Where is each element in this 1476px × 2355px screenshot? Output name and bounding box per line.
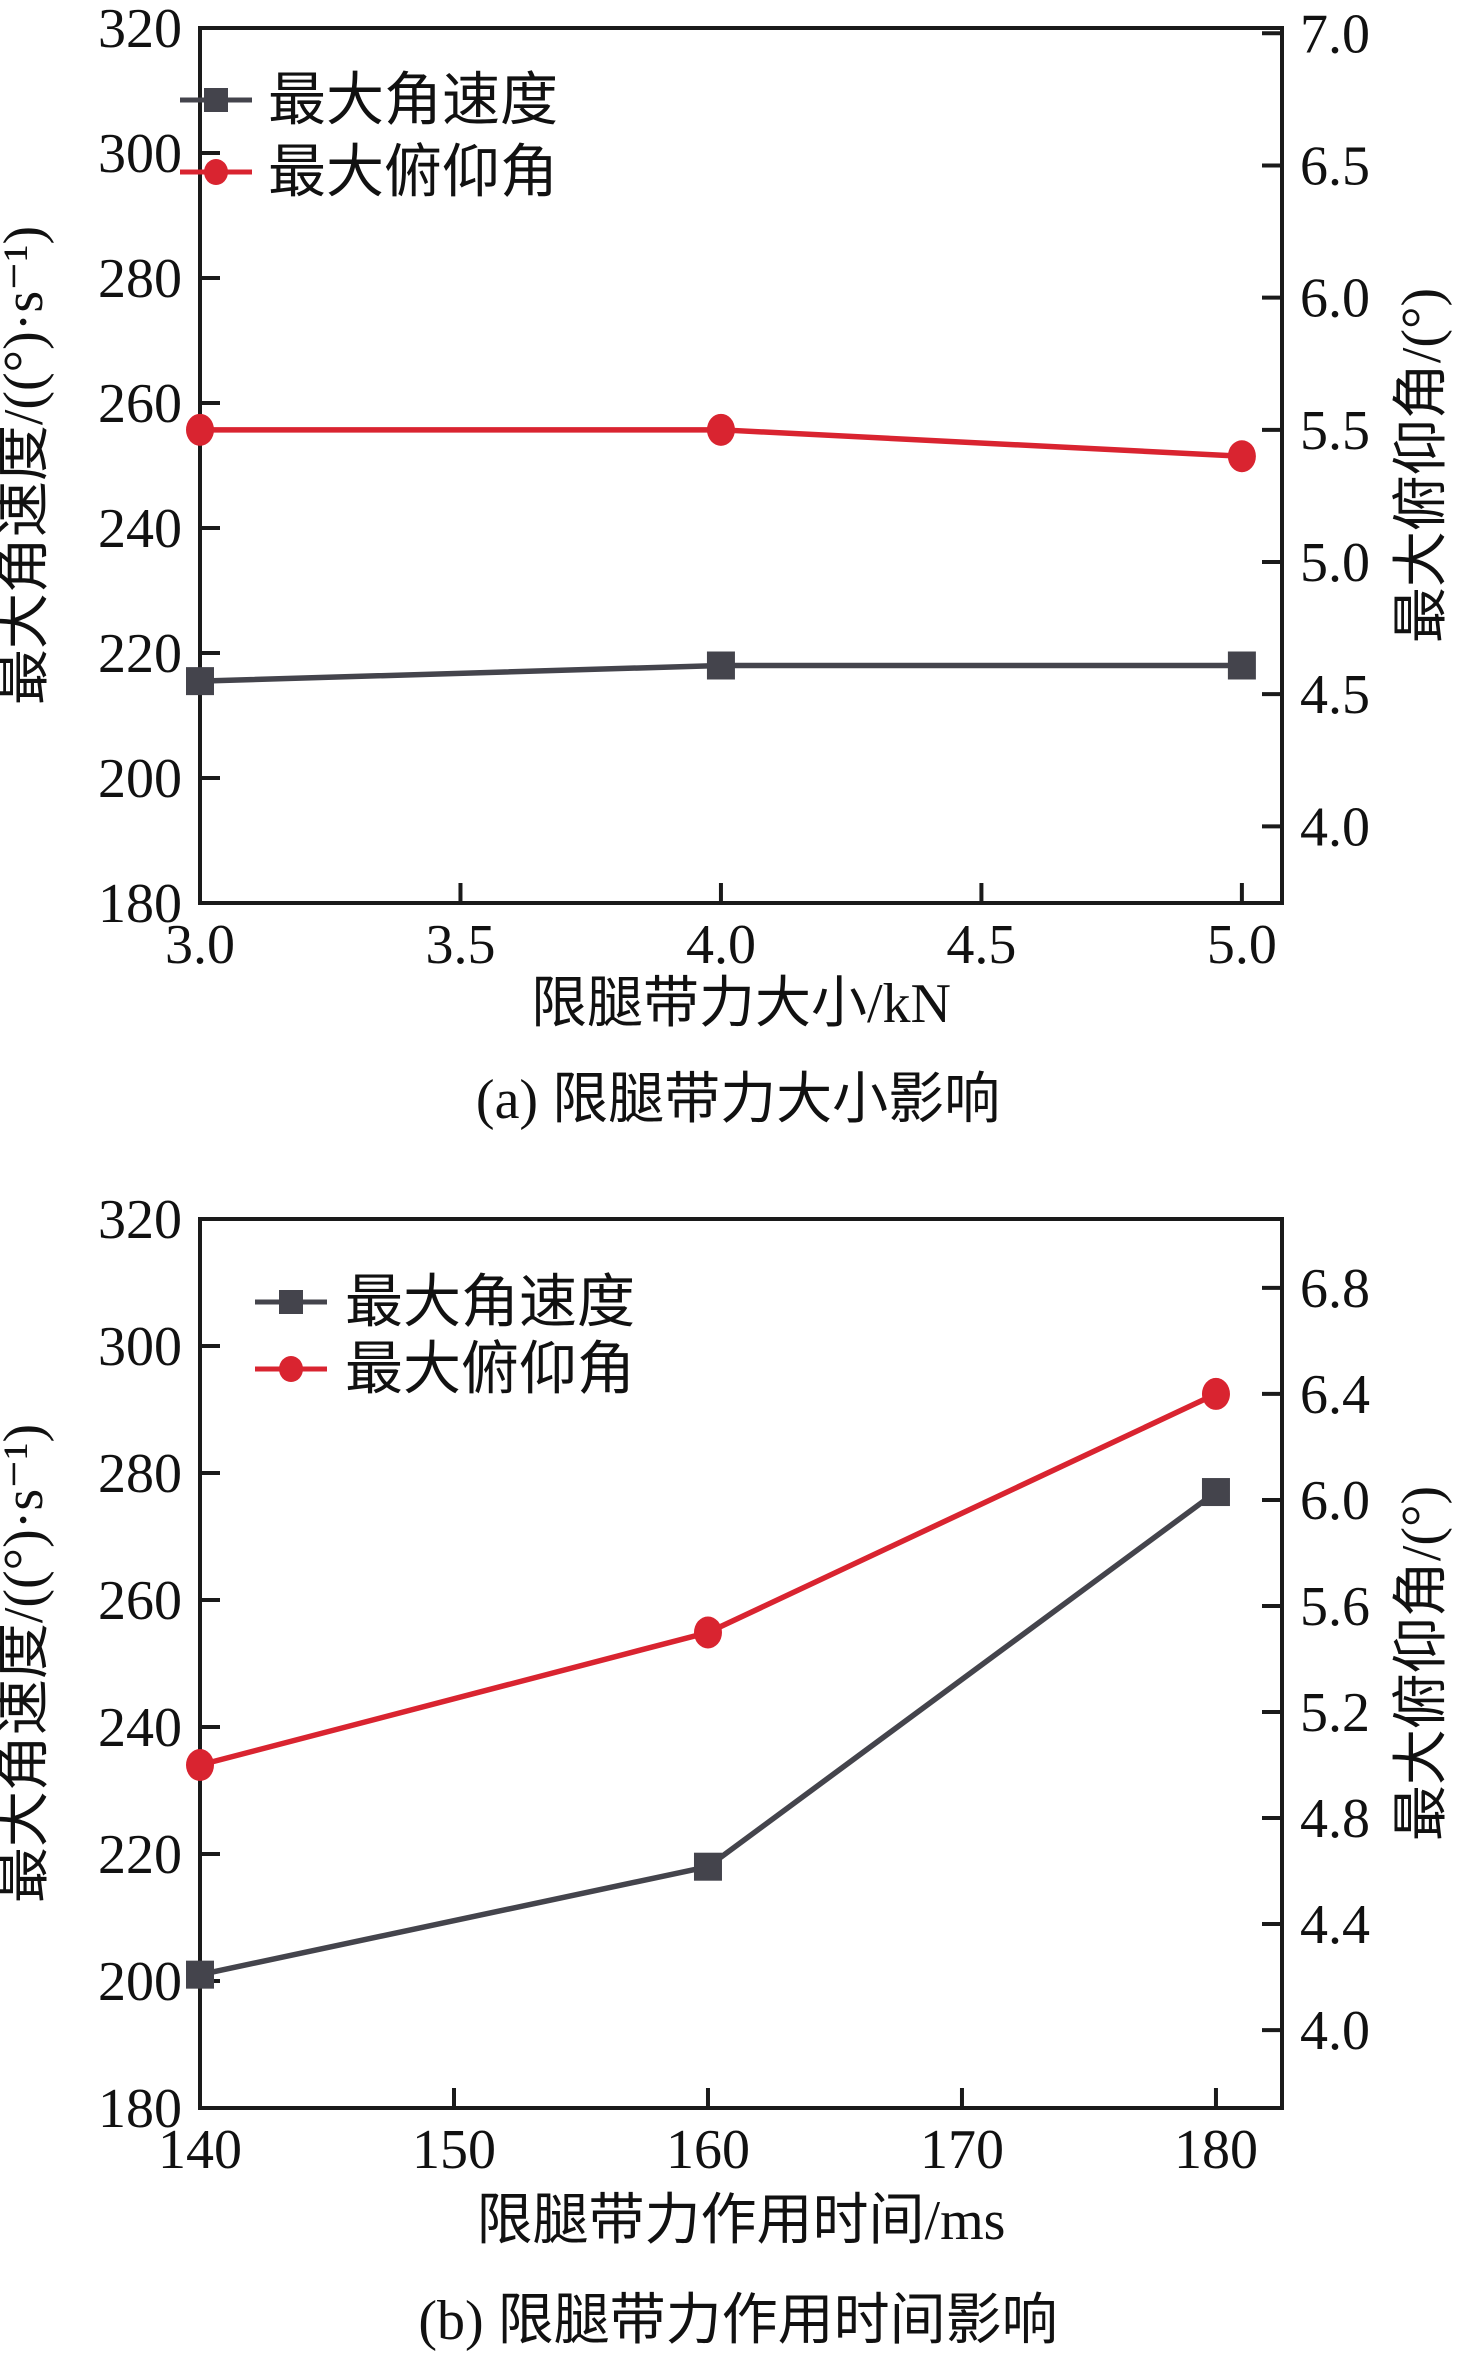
x-axis-title: 限腿带力大小/kN [531, 973, 951, 1035]
chart-b: 320 300 280 260 240 220 200 180 6.8 6.4 6.0 5.6 5.2 4… [0, 1189, 1453, 2352]
y-axis-right-tick-label: 6.5 [1300, 136, 1370, 198]
x-axis-tick-label: 5.0 [1207, 914, 1277, 976]
y-axis-right-tick-label: 6.8 [1300, 1258, 1370, 1320]
data-point-circle-marker [1201, 1377, 1230, 1410]
legend-label: 最大俯仰角 [345, 1337, 635, 1402]
chart-a: 320 300 280 260 240 220 200 180 7.0 6.5 6.0 5.5 5.0 4… [0, 0, 1453, 1131]
data-point-circle-marker [186, 413, 214, 446]
y-axis-right-tick-label: 4.8 [1300, 1788, 1370, 1850]
y-axis-left-tick-label: 260 [98, 1570, 182, 1632]
y-axis-right-tick-label: 7.0 [1300, 3, 1370, 65]
plot-frame [198, 1217, 1284, 2110]
x-axis-tick-label: 160 [666, 2119, 750, 2181]
data-point-square-marker [186, 667, 214, 696]
y-axis-right-tick-label: 5.0 [1300, 532, 1370, 594]
y-axis-right-tick-label: 4.0 [1300, 2000, 1370, 2062]
x-axis-title: 限腿带力作用时间/ms [477, 2190, 1006, 2252]
y-axis-left-tick-label: 220 [98, 623, 182, 685]
y-axis-left-tick-label: 280 [98, 248, 182, 310]
series-pitch-angle-line [199, 1391, 1218, 1768]
y-axis-left-tick-label: 200 [98, 748, 182, 810]
y-axis-right-tick-label: 5.2 [1300, 1682, 1370, 1744]
y-axis-left-tick-label: 180 [98, 2078, 182, 2140]
data-point-square-marker [693, 1852, 722, 1881]
y-axis-left-title: 最大角速度/((°)·s⁻¹) [0, 226, 55, 705]
y-axis-right-tick-label: 5.5 [1300, 400, 1370, 462]
x-axis-tick-label: 4.5 [946, 914, 1016, 976]
x-axis-tick-label: 4.0 [686, 914, 756, 976]
y-axis-right-tick-label: 4.4 [1300, 1894, 1370, 1956]
x-axis-tick-label: 140 [158, 2119, 242, 2181]
y-axis-right-tick-label: 4.5 [1300, 664, 1370, 726]
y-axis-left-tick-label: 180 [98, 873, 182, 935]
y-axis-left-tick-label: 320 [98, 0, 182, 60]
y-axis-left-tick-label: 260 [98, 373, 182, 435]
y-axis-right-tick-label: 6.0 [1300, 268, 1370, 330]
y-axis-left-tick-label: 200 [98, 1951, 182, 2013]
legend-label: 最大俯仰角 [268, 140, 558, 205]
y-axis-right-tick-label: 5.6 [1300, 1576, 1370, 1638]
legend-square-marker [279, 1290, 303, 1314]
y-axis-right-tick-label: 6.0 [1300, 1470, 1370, 1532]
y-axis-left-title: 最大角速度/((°)·s⁻¹) [0, 1424, 55, 1903]
chart-caption: (b) 限腿带力作用时间影响 [418, 2290, 1057, 2352]
y-axis-right-title: 最大俯仰角/(°) [1391, 288, 1453, 643]
data-point-square-marker [186, 1960, 214, 1989]
legend-label: 最大角速度 [268, 68, 558, 133]
data-point-square-marker [1201, 1478, 1230, 1507]
x-axis-tick-label: 180 [1174, 2119, 1258, 2181]
legend-circle-marker [204, 159, 228, 185]
legend-square-marker [204, 88, 228, 112]
data-point-square-marker [1227, 651, 1256, 680]
data-point-circle-marker [1227, 440, 1256, 473]
y-axis-left-tick-label: 280 [98, 1443, 182, 1505]
y-axis-left-tick-label: 240 [98, 1697, 182, 1759]
x-axis-tick-label: 170 [920, 2119, 1004, 2181]
y-axis-left-tick-label: 220 [98, 1824, 182, 1886]
y-axis-right-title: 最大俯仰角/(°) [1391, 1486, 1453, 1841]
legend-label: 最大角速度 [345, 1270, 635, 1335]
x-axis-tick-label: 150 [412, 2119, 496, 2181]
data-point-square-marker [706, 651, 735, 680]
y-axis-right-tick-label: 4.0 [1300, 796, 1370, 858]
y-axis-left-tick-label: 300 [98, 123, 182, 185]
y-axis-left-tick-label: 300 [98, 1316, 182, 1378]
y-axis-left-tick-label: 240 [98, 498, 182, 560]
x-axis-tick-label: 3.0 [165, 914, 235, 976]
data-point-circle-marker [706, 413, 735, 446]
y-axis-right-tick-label: 6.4 [1300, 1364, 1370, 1426]
chart-caption: (a) 限腿带力大小影响 [476, 1069, 1000, 1131]
y-axis-left-tick-label: 320 [98, 1189, 182, 1251]
plot-frame [198, 26, 1284, 905]
legend-circle-marker [279, 1356, 303, 1382]
x-axis-tick-label: 3.5 [425, 914, 495, 976]
data-point-circle-marker [186, 1749, 214, 1782]
data-point-circle-marker [693, 1616, 722, 1649]
series-angular-velocity-line [199, 1489, 1218, 1978]
